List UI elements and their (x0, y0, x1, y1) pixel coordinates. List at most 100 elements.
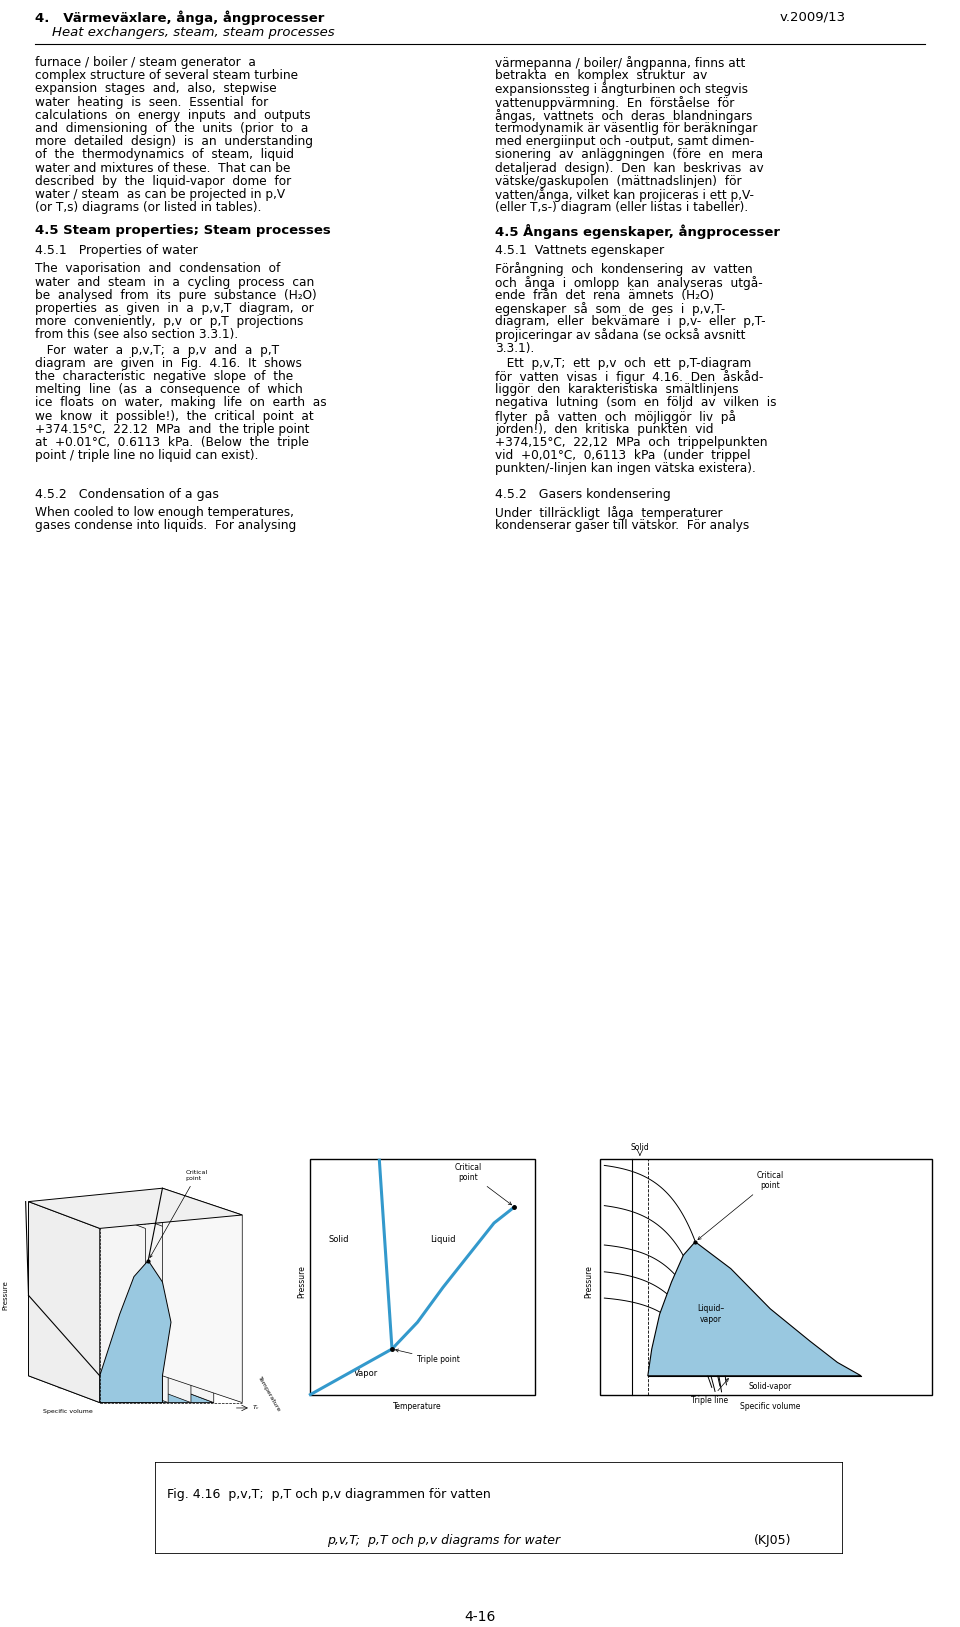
Text: Specific volume: Specific volume (740, 1401, 801, 1411)
Text: Vapor: Vapor (353, 1368, 378, 1378)
Text: vid  +0,01°C,  0,6113  kPa  (under  trippel: vid +0,01°C, 0,6113 kPa (under trippel (495, 449, 751, 462)
Text: kondenserar gaser till vätskor.  För analys: kondenserar gaser till vätskor. För anal… (495, 519, 749, 532)
Text: point / triple line no liquid can exist).: point / triple line no liquid can exist)… (35, 449, 258, 462)
Text: för  vatten  visas  i  figur  4.16.  Den  åskåd-: för vatten visas i figur 4.16. Den åskåd… (495, 369, 763, 384)
Text: ice  floats  on  water,  making  life  on  earth  as: ice floats on water, making life on eart… (35, 397, 326, 410)
Text: diagram,  eller  bekvämare  i  p,v-  eller  p,T-: diagram, eller bekvämare i p,v- eller p,… (495, 316, 766, 329)
Text: 4.   Värmeväxlare, ånga, ångprocesser: 4. Värmeväxlare, ånga, ångprocesser (35, 10, 324, 24)
Text: water  heating  is  seen.  Essential  for: water heating is seen. Essential for (35, 96, 268, 109)
Text: water and mixtures of these.  That can be: water and mixtures of these. That can be (35, 161, 290, 174)
Text: furnace / boiler / steam generator  a: furnace / boiler / steam generator a (35, 55, 256, 68)
Text: vattenuppvärmning.  En  förståelse  för: vattenuppvärmning. En förståelse för (495, 96, 734, 109)
Text: 4.5.2   Condensation of a gas: 4.5.2 Condensation of a gas (35, 488, 219, 501)
Text: Solid-vapor: Solid-vapor (57, 1383, 93, 1394)
Text: Pressure: Pressure (585, 1266, 593, 1298)
Text: Critical
point: Critical point (150, 1170, 207, 1258)
Text: egenskaper  så  som  de  ges  i  p,v,T-: egenskaper så som de ges i p,v,T- (495, 303, 725, 316)
Text: melting  line  (as  a  consequence  of  which: melting line (as a consequence of which (35, 384, 302, 397)
Text: Specific volume: Specific volume (43, 1409, 92, 1414)
Text: When cooled to low enough temperatures,: When cooled to low enough temperatures, (35, 506, 294, 519)
Text: expansion  stages  and,  also,  stepwise: expansion stages and, also, stepwise (35, 83, 276, 96)
Bar (310, 1158, 535, 1394)
Polygon shape (29, 1202, 100, 1402)
Text: Temperature: Temperature (256, 1376, 281, 1412)
Text: diagram  are  given  in  Fig.  4.16.  It  shows: diagram are given in Fig. 4.16. It shows (35, 356, 301, 369)
Text: the  characteristic  negative  slope  of  the: the characteristic negative slope of the (35, 369, 293, 382)
Text: termodynamik är väsentlig för beräkningar: termodynamik är väsentlig för beräkninga… (495, 122, 757, 135)
Text: The  vaporisation  and  condensation  of: The vaporisation and condensation of (35, 262, 280, 275)
Text: (eller T,s-) diagram (eller listas i tabeller).: (eller T,s-) diagram (eller listas i tab… (495, 202, 748, 215)
Text: 4-16: 4-16 (465, 1611, 495, 1624)
Polygon shape (74, 1202, 145, 1402)
Text: more  detailed  design)  is  an  understanding: more detailed design) is an understandin… (35, 135, 313, 148)
Text: described  by  the  liquid-vapor  dome  for: described by the liquid-vapor dome for (35, 174, 291, 187)
Text: complex structure of several steam turbine: complex structure of several steam turbi… (35, 70, 298, 83)
Text: betrakta  en  komplex  struktur  av: betrakta en komplex struktur av (495, 70, 708, 83)
Text: at  +0.01°C,  0.6113  kPa.  (Below  the  triple: at +0.01°C, 0.6113 kPa. (Below the tripl… (35, 436, 309, 449)
Text: 4.5.1   Properties of water: 4.5.1 Properties of water (35, 244, 198, 257)
Text: ångas,  vattnets  och  deras  blandningars: ångas, vattnets och deras blandningars (495, 109, 753, 122)
Bar (600, 1158, 932, 1394)
Text: (or T,s) diagrams (or listed in tables).: (or T,s) diagrams (or listed in tables). (35, 202, 261, 215)
Text: punkten/-linjen kan ingen vätska existera).: punkten/-linjen kan ingen vätska exister… (495, 462, 756, 475)
Text: Solid-vapor: Solid-vapor (749, 1381, 792, 1391)
Text: calculations  on  energy  inputs  and  outputs: calculations on energy inputs and output… (35, 109, 311, 122)
Text: 3.3.1).: 3.3.1). (495, 342, 535, 355)
Text: Critical
point: Critical point (698, 1171, 784, 1240)
Text: negativa  lutning  (som  en  följd  av  vilken  is: negativa lutning (som en följd av vilken… (495, 397, 777, 410)
Text: expansionssteg i ångturbinen och stegvis: expansionssteg i ångturbinen och stegvis (495, 83, 748, 96)
Polygon shape (142, 1202, 214, 1402)
Text: p,v,T;  p,T och p,v diagrams for water: p,v,T; p,T och p,v diagrams for water (327, 1534, 560, 1547)
Text: Temperature: Temperature (394, 1401, 442, 1411)
Text: Heat exchangers, steam, steam processes: Heat exchangers, steam, steam processes (35, 26, 335, 39)
Text: flyter  på  vatten  och  möjliggör  liv  på: flyter på vatten och möjliggör liv på (495, 410, 736, 423)
Text: +374,15°C,  22,12  MPa  och  trippelpunkten: +374,15°C, 22,12 MPa och trippelpunkten (495, 436, 767, 449)
Text: Liquid
Vapor: Liquid Vapor (123, 1295, 144, 1311)
Text: we  know  it  possible!),  the  critical  point  at: we know it possible!), the critical poin… (35, 410, 314, 423)
Text: Solid: Solid (43, 1253, 60, 1258)
Text: 4.5.1  Vattnets egenskaper: 4.5.1 Vattnets egenskaper (495, 244, 664, 257)
Text: vätske/gaskupolen  (mättnadslinjen)  för: vätske/gaskupolen (mättnadslinjen) för (495, 174, 741, 187)
Text: värmepanna / boiler/ ångpanna, finns att: värmepanna / boiler/ ångpanna, finns att (495, 55, 745, 70)
Text: Ett  p,v,T;  ett  p,v  och  ett  p,T-diagram: Ett p,v,T; ett p,v och ett p,T-diagram (495, 356, 752, 369)
Text: projiceringar av sådana (se också avsnitt: projiceringar av sådana (se också avsnit… (495, 329, 745, 342)
Polygon shape (120, 1202, 191, 1402)
Text: Pressure: Pressure (298, 1266, 306, 1298)
Text: vatten/ånga, vilket kan projiceras i ett p,V-: vatten/ånga, vilket kan projiceras i ett… (495, 189, 754, 202)
Text: v.2009/13: v.2009/13 (780, 10, 846, 23)
Text: properties  as  given  in  a  p,v,T  diagram,  or: properties as given in a p,v,T diagram, … (35, 303, 314, 316)
Polygon shape (648, 1241, 861, 1376)
Polygon shape (100, 1261, 171, 1402)
Text: 4.5.2   Gasers kondensering: 4.5.2 Gasers kondensering (495, 488, 671, 501)
Text: more  conveniently,  p,v  or  p,T  projections: more conveniently, p,v or p,T projection… (35, 316, 303, 329)
Text: of  the  thermodynamics  of  steam,  liquid: of the thermodynamics of steam, liquid (35, 148, 294, 161)
Text: from this (see also section 3.3.1).: from this (see also section 3.3.1). (35, 329, 238, 342)
Text: 4.5 Steam properties; Steam processes: 4.5 Steam properties; Steam processes (35, 225, 331, 238)
Text: liggör  den  karakteristiska  smältlinjens: liggör den karakteristiska smältlinjens (495, 384, 738, 397)
Text: jorden!),  den  kritiska  punkten  vid: jorden!), den kritiska punkten vid (495, 423, 713, 436)
Text: med energiinput och -output, samt dimen-: med energiinput och -output, samt dimen- (495, 135, 755, 148)
Text: (KJ05): (KJ05) (754, 1534, 791, 1547)
Text: Liquid–
vapor: Liquid– vapor (697, 1305, 725, 1324)
Text: Förångning  och  kondensering  av  vatten: Förångning och kondensering av vatten (495, 262, 753, 277)
Text: Triple line: Triple line (691, 1378, 729, 1404)
Polygon shape (29, 1376, 214, 1402)
Text: Solid: Solid (631, 1144, 649, 1152)
Text: och  ånga  i  omlopp  kan  analyseras  utgå-: och ånga i omlopp kan analyseras utgå- (495, 275, 763, 290)
Text: +374.15°C,  22.12  MPa  and  the triple point: +374.15°C, 22.12 MPa and the triple poin… (35, 423, 309, 436)
Polygon shape (29, 1188, 242, 1228)
Text: Fig. 4.16  p,v,T;  p,T och p,v diagrammen för vatten: Fig. 4.16 p,v,T; p,T och p,v diagrammen … (167, 1487, 491, 1500)
Text: sionering  av  anläggningen  (före  en  mera: sionering av anläggningen (före en mera (495, 148, 763, 161)
Text: Liquid: Liquid (430, 1235, 456, 1243)
Text: Vapor: Vapor (185, 1285, 198, 1306)
Text: and  dimensioning  of  the  units  (prior  to  a: and dimensioning of the units (prior to … (35, 122, 308, 135)
Text: Triple line: Triple line (108, 1336, 135, 1346)
Text: For  water  a  p,v,T;  a  p,v  and  a  p,T: For water a p,v,T; a p,v and a p,T (35, 343, 279, 356)
Text: water / steam  as can be projected in p,V: water / steam as can be projected in p,V (35, 189, 285, 202)
Text: 4.5 Ångans egenskaper, ångprocesser: 4.5 Ångans egenskaper, ångprocesser (495, 225, 780, 239)
Text: water  and  steam  in  a  cycling  process  can: water and steam in a cycling process can (35, 275, 314, 288)
Text: detaljerad  design).  Den  kan  beskrivas  av: detaljerad design). Den kan beskrivas av (495, 161, 763, 174)
Polygon shape (162, 1188, 242, 1402)
Text: $T_c$: $T_c$ (252, 1404, 260, 1412)
Text: Solid: Solid (328, 1235, 348, 1243)
